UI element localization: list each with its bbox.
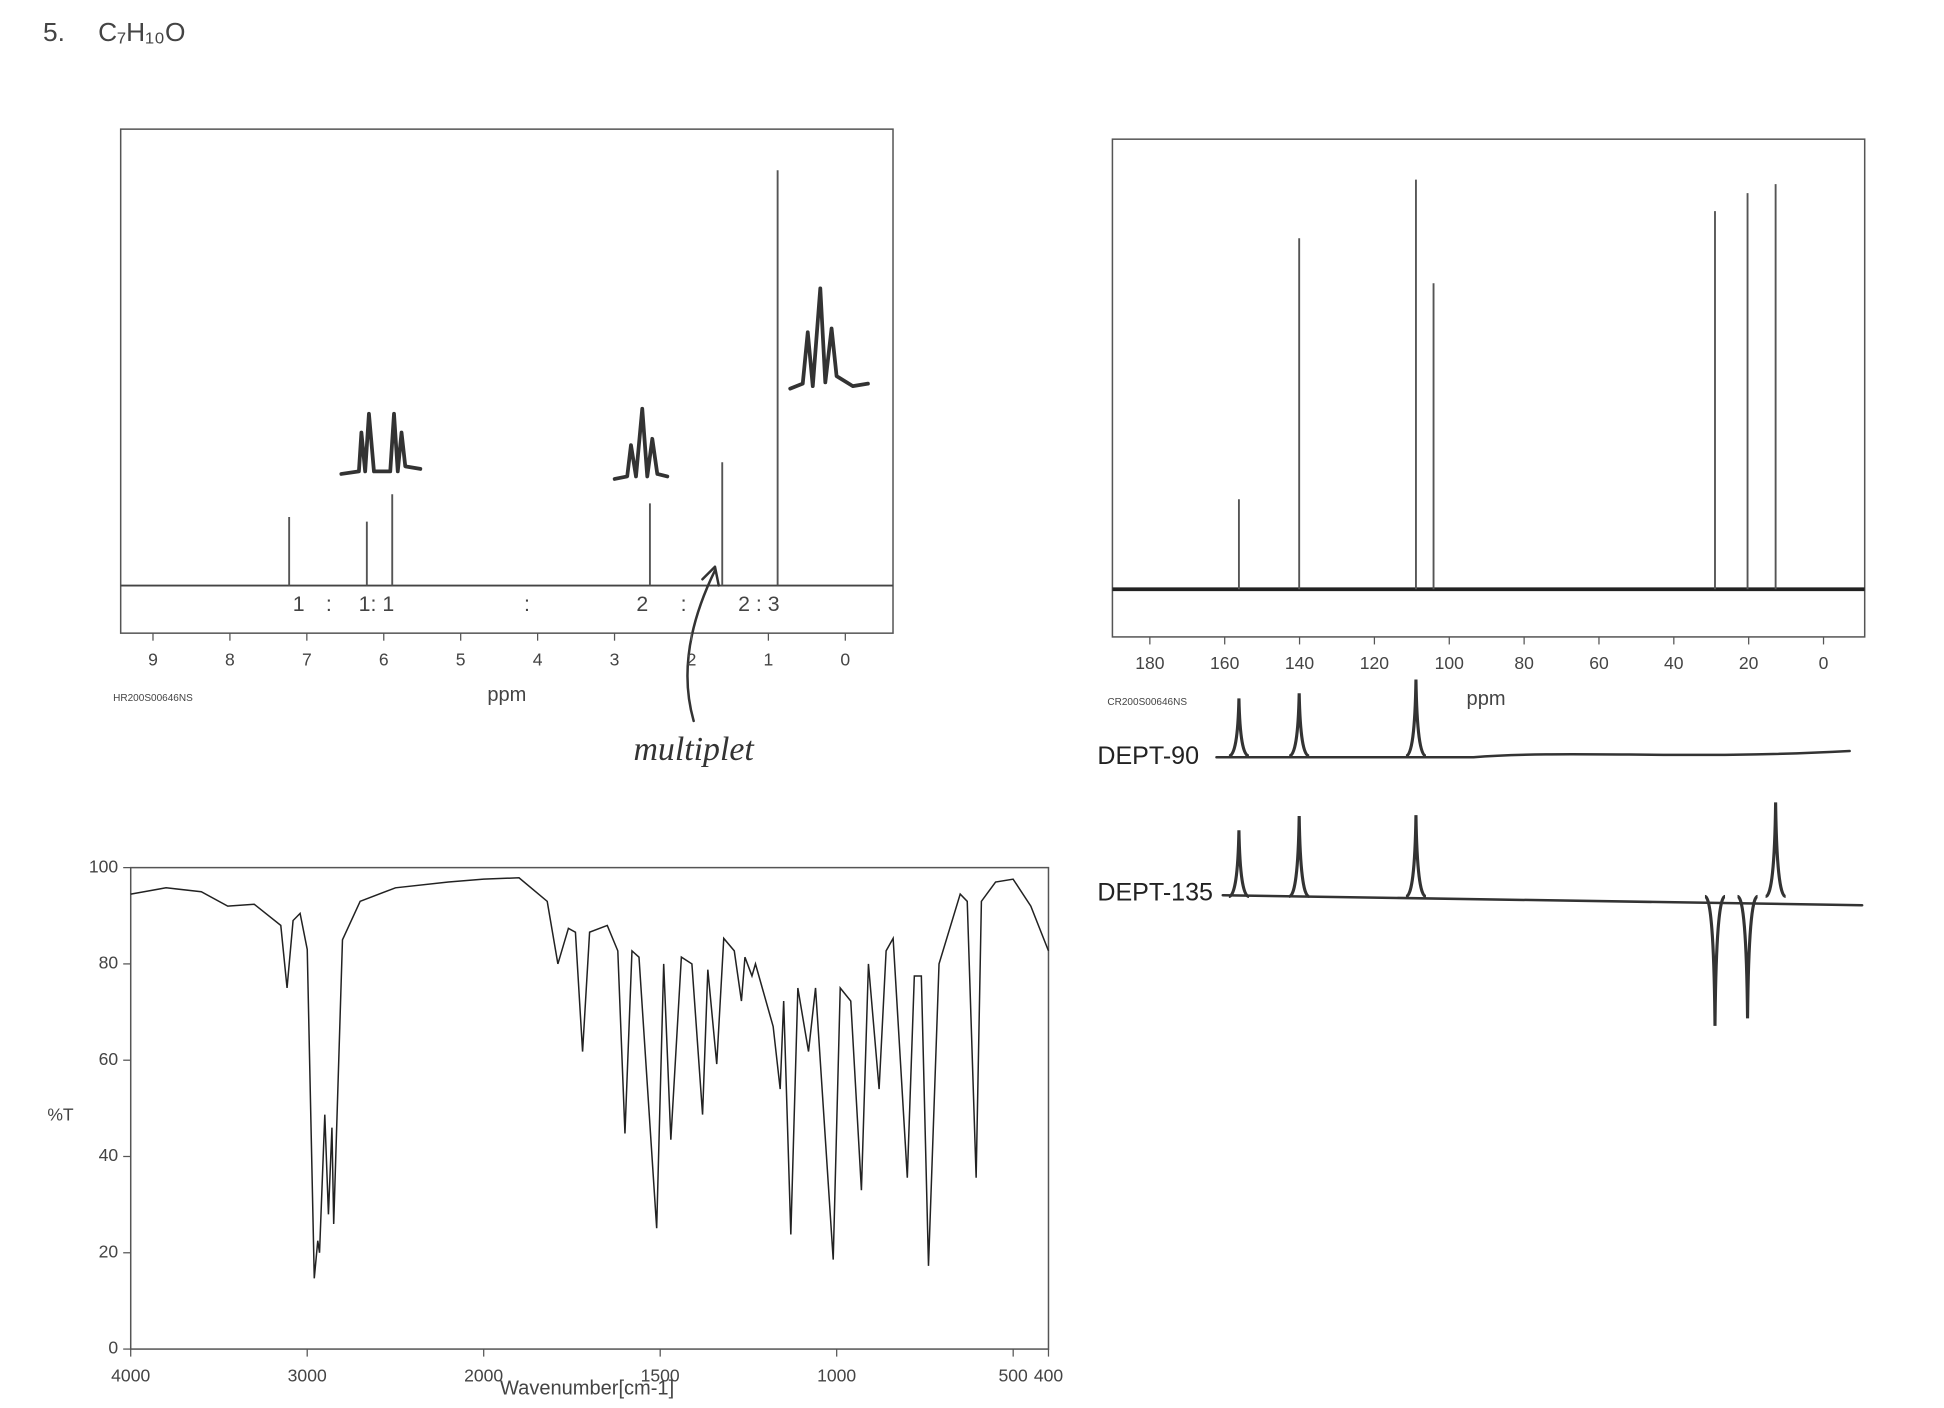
x-tick-label: 100 bbox=[1435, 653, 1465, 673]
peak bbox=[1288, 693, 1310, 758]
x-tick-label: 500 bbox=[999, 1365, 1029, 1385]
arrow bbox=[686, 565, 720, 723]
chart-title: DEPT-135 bbox=[1097, 879, 1213, 907]
integral: : bbox=[681, 592, 687, 616]
integral: : bbox=[524, 592, 530, 616]
y-tick-label: 0 bbox=[108, 1338, 118, 1358]
x-tick-label: 9 bbox=[148, 649, 158, 669]
x-tick-label: 80 bbox=[1514, 653, 1534, 673]
x-tick-label: 40 bbox=[1664, 653, 1684, 673]
peak bbox=[1228, 830, 1250, 899]
y-tick-label: 80 bbox=[99, 953, 119, 973]
peak bbox=[1288, 815, 1310, 899]
sketch bbox=[788, 286, 870, 391]
y-tick-label: 100 bbox=[89, 856, 119, 876]
x-tick-label: 180 bbox=[1135, 653, 1165, 673]
x-tick-label: 8 bbox=[225, 649, 235, 669]
x-tick-label: 0 bbox=[1819, 653, 1829, 673]
x-tick-label: 2 bbox=[687, 649, 697, 669]
integral: 2 : 3 bbox=[738, 592, 779, 616]
x-tick-label: 1500 bbox=[641, 1365, 680, 1385]
peak bbox=[1228, 698, 1250, 758]
integral: : bbox=[326, 592, 332, 616]
dept-baseline bbox=[1221, 893, 1864, 907]
x-tick-label: 20 bbox=[1739, 653, 1759, 673]
peak bbox=[1736, 894, 1759, 1019]
c-nmr-frame bbox=[1111, 138, 1866, 638]
peak bbox=[1405, 679, 1427, 758]
note: multiplet bbox=[633, 731, 755, 768]
x-tick-label: 400 bbox=[1034, 1365, 1064, 1385]
y-tick-label: 40 bbox=[99, 1145, 119, 1165]
h-nmr-frame bbox=[119, 128, 894, 634]
spectrum-code: HR200S00646NS bbox=[113, 693, 193, 704]
x-tick-label: 120 bbox=[1360, 653, 1390, 673]
x-tick-label: 0 bbox=[840, 649, 850, 669]
peak bbox=[1405, 815, 1427, 899]
ir-frame bbox=[129, 866, 1050, 1350]
problem-number: 5. bbox=[43, 17, 65, 47]
integral: 1: 1 bbox=[359, 592, 395, 616]
x-tick-label: 3000 bbox=[288, 1365, 327, 1385]
x-axis-label: ppm bbox=[1467, 688, 1506, 710]
x-tick-label: 7 bbox=[302, 649, 312, 669]
spectrum-code: CR200S00646NS bbox=[1107, 697, 1187, 708]
peak bbox=[1704, 894, 1726, 1026]
x-tick-label: 6 bbox=[379, 649, 389, 669]
x-tick-label: 1 bbox=[764, 649, 774, 669]
x-axis-label: Wavenumber[cm-1] bbox=[500, 1377, 674, 1399]
x-tick-label: 160 bbox=[1210, 653, 1240, 673]
y-tick-label: 20 bbox=[99, 1241, 119, 1261]
x-tick-label: 5 bbox=[456, 649, 466, 669]
x-tick-label: 2000 bbox=[464, 1365, 503, 1385]
sketch bbox=[339, 411, 423, 476]
chart-title: DEPT-90 bbox=[1097, 742, 1199, 770]
x-tick-label: 60 bbox=[1589, 653, 1609, 673]
integral: 2 bbox=[636, 592, 648, 616]
dept-baseline bbox=[1215, 749, 1851, 759]
x-tick-label: 140 bbox=[1285, 653, 1315, 673]
x-tick-label: 1000 bbox=[817, 1365, 856, 1385]
x-tick-label: 4 bbox=[533, 649, 543, 669]
integral: 1 bbox=[293, 592, 305, 616]
ir-trace bbox=[130, 877, 1050, 1279]
x-tick-label: 4000 bbox=[111, 1365, 150, 1385]
sketch bbox=[612, 406, 670, 481]
y-axis-label: %T bbox=[47, 1105, 74, 1125]
x-axis-label: ppm bbox=[487, 684, 526, 706]
y-tick-label: 60 bbox=[99, 1049, 119, 1069]
formula: C₇H₁₀O bbox=[98, 17, 185, 47]
x-tick-label: 3 bbox=[610, 649, 620, 669]
peak bbox=[1764, 802, 1787, 899]
